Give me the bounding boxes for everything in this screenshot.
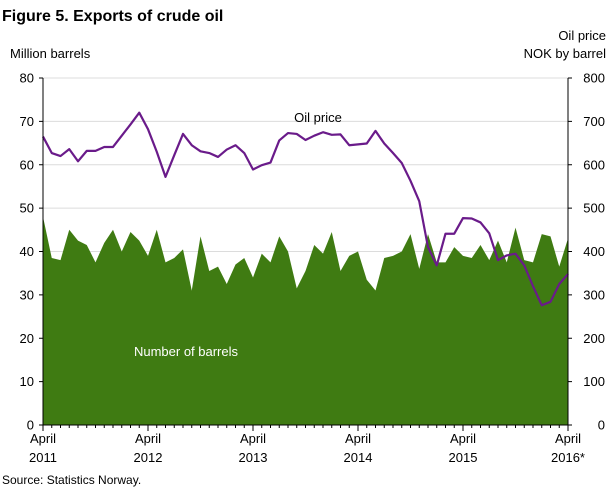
barrels-area-layer xyxy=(43,216,568,425)
right-axis-label-line1: Oil price xyxy=(558,28,606,43)
x-tick-label-month: April xyxy=(450,431,476,446)
left-tick-label: 50 xyxy=(20,201,34,216)
oil-price-line xyxy=(42,111,569,307)
right-tick-label: 0 xyxy=(598,418,605,433)
right-tick-label: 300 xyxy=(583,287,605,302)
tick-labels: 0102030405060708001002003004005006007008… xyxy=(20,71,605,466)
right-tick-label: 700 xyxy=(583,114,605,129)
left-tick-label: 40 xyxy=(20,244,34,259)
x-tick-label-year: 2013 xyxy=(239,450,268,465)
right-tick-label: 600 xyxy=(583,157,605,172)
right-tick-label: 400 xyxy=(583,244,605,259)
x-tick-label-month: April xyxy=(135,431,161,446)
left-tick-label: 80 xyxy=(20,71,34,86)
right-tick-label: 200 xyxy=(583,331,605,346)
barrels-area xyxy=(43,216,568,425)
x-tick-label-month: April xyxy=(30,431,56,446)
left-tick-label: 0 xyxy=(27,418,34,433)
left-tick-label: 70 xyxy=(20,114,34,129)
left-tick-label: 30 xyxy=(20,287,34,302)
x-tick-label-year: 2016* xyxy=(551,450,585,465)
x-tick-label-year: 2011 xyxy=(29,450,57,465)
x-tick-label-month: April xyxy=(555,431,581,446)
x-tick-label-year: 2014 xyxy=(344,450,373,465)
left-axis-label: Million barrels xyxy=(10,46,91,61)
x-tick-label-year: 2012 xyxy=(134,450,163,465)
right-tick-label: 100 xyxy=(583,374,605,389)
right-tick-label: 800 xyxy=(583,71,605,86)
right-axis-label-line2: NOK by barrel xyxy=(524,46,606,61)
axes xyxy=(39,77,572,431)
oil-price-line-layer xyxy=(42,111,569,307)
x-tick-label-month: April xyxy=(240,431,266,446)
barrels-annotation: Number of barrels xyxy=(134,344,239,359)
left-tick-label: 20 xyxy=(20,331,34,346)
left-tick-label: 60 xyxy=(20,157,34,172)
x-tick-label-year: 2015 xyxy=(449,450,478,465)
x-tick-label-month: April xyxy=(345,431,371,446)
chart-title: Figure 5. Exports of crude oil xyxy=(2,8,223,25)
source-note: Source: Statistics Norway. xyxy=(2,473,141,487)
right-tick-label: 500 xyxy=(583,201,605,216)
oil-price-annotation: Oil price xyxy=(294,110,342,125)
left-tick-label: 10 xyxy=(20,374,34,389)
